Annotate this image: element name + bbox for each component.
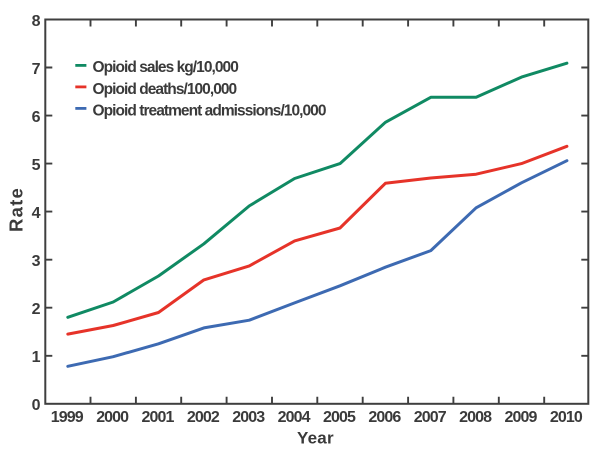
svg-text:5: 5 xyxy=(32,157,41,174)
svg-text:2005: 2005 xyxy=(323,409,356,426)
svg-text:1: 1 xyxy=(32,349,41,366)
svg-text:2: 2 xyxy=(32,301,41,318)
svg-text:7: 7 xyxy=(32,61,41,78)
svg-text:4: 4 xyxy=(32,205,41,222)
svg-text:6: 6 xyxy=(32,109,41,126)
svg-text:2007: 2007 xyxy=(414,409,447,426)
svg-text:2009: 2009 xyxy=(505,409,538,426)
svg-text:2006: 2006 xyxy=(368,409,401,426)
svg-text:2003: 2003 xyxy=(232,409,265,426)
svg-text:8: 8 xyxy=(32,13,41,30)
svg-text:2000: 2000 xyxy=(96,409,129,426)
svg-text:Opioid treatment admissions/10: Opioid treatment admissions/10,000 xyxy=(93,103,326,120)
svg-text:2002: 2002 xyxy=(187,409,220,426)
svg-text:2008: 2008 xyxy=(459,409,492,426)
svg-text:Opioid deaths/100,000: Opioid deaths/100,000 xyxy=(93,81,237,98)
svg-text:Year: Year xyxy=(297,428,334,447)
svg-text:2004: 2004 xyxy=(278,409,311,426)
svg-text:2010: 2010 xyxy=(550,409,583,426)
svg-text:0: 0 xyxy=(32,397,41,414)
svg-text:Rate: Rate xyxy=(5,187,26,232)
svg-text:3: 3 xyxy=(32,253,41,270)
svg-text:Opioid sales kg/10,000: Opioid sales kg/10,000 xyxy=(93,59,239,76)
svg-text:2001: 2001 xyxy=(142,409,175,426)
svg-text:1999: 1999 xyxy=(51,409,84,426)
